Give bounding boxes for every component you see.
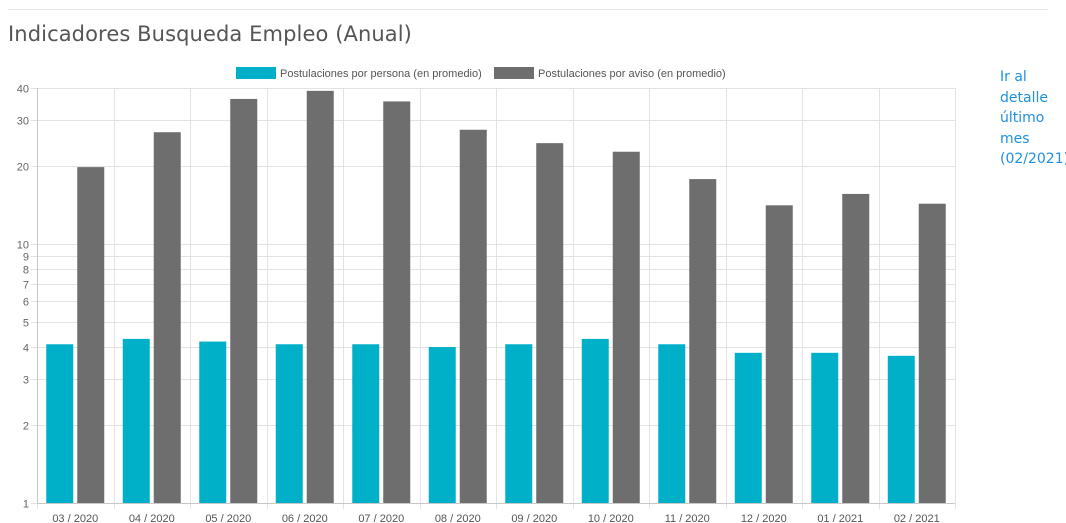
x-tick-label: 01 / 2021	[817, 513, 863, 523]
bar-aviso[interactable]	[383, 101, 411, 503]
y-tick-label: 8	[23, 265, 29, 277]
bar-persona[interactable]	[352, 344, 380, 503]
bar-aviso[interactable]	[230, 98, 258, 504]
bar-persona[interactable]	[811, 352, 839, 503]
y-tick-label: 2	[23, 421, 29, 433]
bar-aviso[interactable]	[842, 193, 870, 504]
y-tick-label: 10	[17, 240, 29, 252]
legend-swatch[interactable]	[236, 67, 276, 79]
x-tick-label: 07 / 2020	[358, 513, 404, 523]
bar-persona[interactable]	[887, 355, 915, 503]
bar-persona[interactable]	[505, 344, 533, 503]
x-tick-label: 03 / 2020	[52, 513, 98, 523]
bar-aviso[interactable]	[689, 179, 717, 503]
y-tick-label: 5	[23, 318, 29, 330]
x-tick-label: 12 / 2020	[741, 513, 787, 523]
x-tick-label: 06 / 2020	[282, 513, 328, 523]
bar-aviso[interactable]	[612, 151, 640, 504]
bar-persona[interactable]	[428, 347, 456, 503]
bar-persona[interactable]	[122, 338, 150, 503]
legend-label[interactable]: Postulaciones por persona (en promedio)	[280, 68, 482, 80]
bar-persona[interactable]	[658, 344, 686, 503]
y-tick-label: 6	[23, 297, 29, 309]
x-tick-label: 08 / 2020	[435, 513, 481, 523]
last-month-detail-link[interactable]: Ir al detalle último mes (02/2021)	[1000, 69, 1066, 167]
x-tick-label: 02 / 2021	[894, 513, 940, 523]
x-tick-label: 10 / 2020	[588, 513, 634, 523]
page-title: Indicadores Busqueda Empleo (Anual)	[8, 22, 412, 46]
y-tick-label: 9	[23, 252, 29, 264]
bar-aviso[interactable]	[306, 90, 334, 503]
y-tick-label: 4	[23, 343, 29, 355]
top-divider	[8, 9, 1048, 10]
y-tick-label: 3	[23, 375, 29, 387]
bar-aviso[interactable]	[918, 203, 946, 503]
bar-aviso[interactable]	[77, 167, 105, 503]
bar-aviso[interactable]	[459, 129, 487, 503]
y-tick-label: 30	[17, 116, 29, 128]
legend-swatch[interactable]	[494, 67, 534, 79]
y-tick-label: 40	[17, 84, 29, 96]
x-tick-label: 09 / 2020	[511, 513, 557, 523]
legend-label[interactable]: Postulaciones por aviso (en promedio)	[538, 68, 726, 80]
bar-persona[interactable]	[734, 352, 762, 503]
y-tick-label: 20	[17, 162, 29, 174]
bar-persona[interactable]	[581, 338, 609, 503]
y-tick-label: 1	[23, 499, 29, 511]
bar-persona[interactable]	[46, 344, 74, 503]
bar-persona[interactable]	[275, 344, 303, 503]
bar-aviso[interactable]	[153, 132, 181, 503]
x-tick-label: 05 / 2020	[205, 513, 251, 523]
bar-aviso[interactable]	[536, 143, 564, 503]
x-tick-label: 11 / 2020	[665, 513, 710, 523]
bar-aviso[interactable]	[765, 205, 793, 504]
bar-persona[interactable]	[199, 341, 227, 503]
x-tick-label: 04 / 2020	[129, 513, 175, 523]
y-tick-label: 7	[23, 280, 29, 292]
